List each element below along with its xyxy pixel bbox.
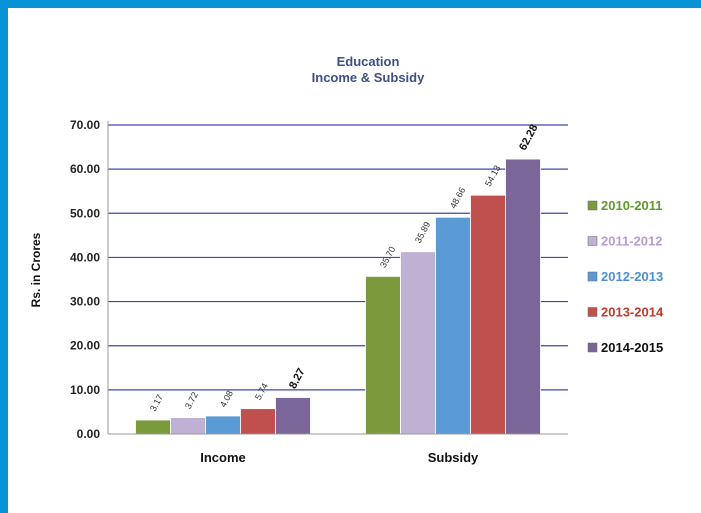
y-tick-label: 30.00 <box>70 295 100 309</box>
data-label: 3.72 <box>183 390 200 410</box>
legend-swatch <box>587 307 598 317</box>
legend-swatch <box>587 271 598 282</box>
legend-label: 2011-2012 <box>601 234 662 249</box>
axes <box>107 121 568 435</box>
legend-label: 2010-2011 <box>601 198 662 213</box>
y-tick-label: 10.00 <box>70 383 100 397</box>
legend-swatch <box>587 236 598 246</box>
x-category-label: Income <box>200 450 246 465</box>
y-tick-label: 0.00 <box>77 427 101 441</box>
bar-2012-2013-income <box>205 415 241 435</box>
category-labels: Income Subsidy <box>200 450 479 465</box>
legend-swatch <box>587 342 598 353</box>
data-label: 8.27 <box>287 366 308 391</box>
bar-2013-2014-subsidy <box>470 194 506 435</box>
bar-2011-2012-income <box>170 417 206 435</box>
y-tick-label: 20.00 <box>70 339 100 353</box>
y-tick-labels: 0.00 10.00 20.00 30.00 40.00 50.00 60.00 70.00 <box>70 118 100 441</box>
legend-label: 2014-2015 <box>601 340 663 355</box>
data-label: 5.74 <box>253 381 270 401</box>
bar-2010-2011-income <box>135 419 171 435</box>
data-label: 4.08 <box>218 389 235 409</box>
legend-swatch <box>587 200 598 211</box>
bar-2014-2015-subsidy <box>505 158 541 435</box>
y-axis-label: Rs. in Crores <box>29 232 43 307</box>
x-category-label: Subsidy <box>428 450 479 465</box>
chart-frame: Education Income & Subsidy Rs. in Crores… <box>8 8 701 513</box>
data-label: 35.89 <box>413 220 432 245</box>
data-label: 3.17 <box>148 393 165 413</box>
bar-2010-2011-subsidy <box>365 276 401 435</box>
legend-label: 2013-2014 <box>601 305 664 320</box>
y-tick-label: 40.00 <box>70 250 100 264</box>
y-tick-label: 50.00 <box>70 206 100 220</box>
data-label: 48.66 <box>448 186 467 211</box>
y-tick-label: 70.00 <box>70 118 100 132</box>
bar-chart: Education Income & Subsidy Rs. in Crores… <box>29 54 664 465</box>
bar-2014-2015-income <box>275 397 311 435</box>
y-tick-label: 60.00 <box>70 162 100 176</box>
legend-label: 2012-2013 <box>601 269 663 284</box>
bar-2012-2013-subsidy <box>435 216 471 435</box>
legend: 2010-2011 2011-2012 2012-2013 2013-2014 2014… <box>587 198 664 355</box>
data-label: 54.13 <box>483 164 502 189</box>
bar-2011-2012-subsidy <box>400 251 436 435</box>
gridlines <box>108 124 568 391</box>
chart-subtitle: Income & Subsidy <box>312 70 425 85</box>
chart-title: Education <box>337 54 400 69</box>
bar-2013-2014-income <box>240 408 276 435</box>
data-label: 62.28 <box>517 123 541 153</box>
bars <box>135 158 541 435</box>
